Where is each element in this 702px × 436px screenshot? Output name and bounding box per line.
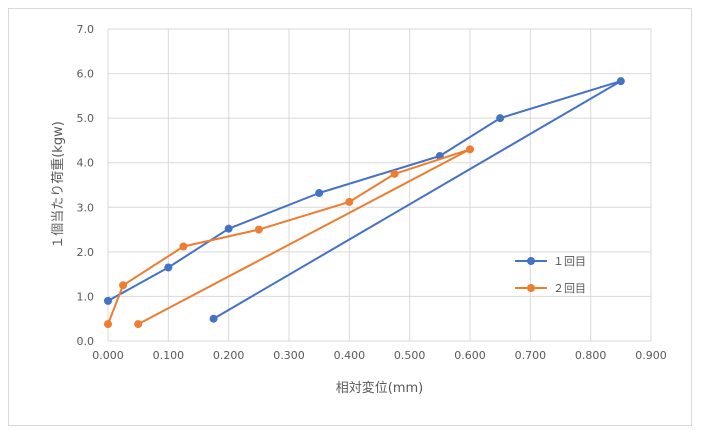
x-tick-label: 0.200 [213, 349, 245, 362]
data-point [164, 263, 173, 272]
x-tick-label: 0.600 [454, 349, 486, 362]
y-tick-label: 1.0 [77, 290, 95, 303]
y-tick-label: 4.0 [77, 157, 95, 170]
y-tick-label: 7.0 [77, 23, 95, 36]
series-line-1 [107, 80, 622, 320]
y-tick-labels: 0.0 1.0 2.0 3.0 4.0 5.0 6.0 7.0 [77, 23, 95, 348]
x-tick-label: 0.300 [273, 349, 305, 362]
x-tick-label: 0.100 [153, 349, 185, 362]
data-point [134, 320, 143, 329]
chart-frame [8, 8, 692, 426]
data-point [224, 224, 233, 233]
data-point [390, 169, 399, 178]
data-point [254, 225, 263, 234]
data-point [119, 281, 128, 290]
series-line-2 [107, 148, 471, 325]
legend-label-1: １回目 [553, 255, 586, 268]
x-tick-label: 0.800 [575, 349, 607, 362]
data-point [315, 189, 324, 198]
x-tick-label: 0.700 [515, 349, 547, 362]
data-point [179, 242, 188, 251]
series-group [104, 77, 625, 329]
gridlines [107, 28, 652, 342]
legend-label-2: ２回目 [553, 282, 586, 295]
x-axis-title: 相対変位(mm) [336, 380, 423, 396]
y-tick-label: 5.0 [77, 112, 95, 125]
data-point [104, 320, 112, 329]
data-point [104, 296, 112, 305]
legend-marker-2 [527, 284, 535, 292]
y-tick-label: 3.0 [77, 201, 95, 214]
data-point [496, 114, 505, 123]
data-point [466, 145, 474, 154]
y-axis-title: １個当たり荷重(kgw) [50, 121, 66, 249]
legend-marker-1 [527, 257, 535, 265]
x-tick-label: 0.400 [334, 349, 366, 362]
legend: １回目 ２回目 [515, 255, 586, 295]
data-point [616, 77, 625, 86]
x-tick-label: 0.500 [394, 349, 426, 362]
y-tick-label: 2.0 [77, 246, 95, 259]
data-point [345, 197, 354, 206]
data-point [209, 314, 218, 323]
x-tick-label: 0.900 [635, 349, 667, 362]
y-tick-label: 6.0 [77, 68, 95, 81]
x-tick-label: 0.000 [92, 349, 124, 362]
y-tick-label: 0.0 [77, 335, 95, 348]
x-tick-labels: 0.000 0.100 0.200 0.300 0.400 0.500 0.600 0.700… [92, 349, 667, 362]
